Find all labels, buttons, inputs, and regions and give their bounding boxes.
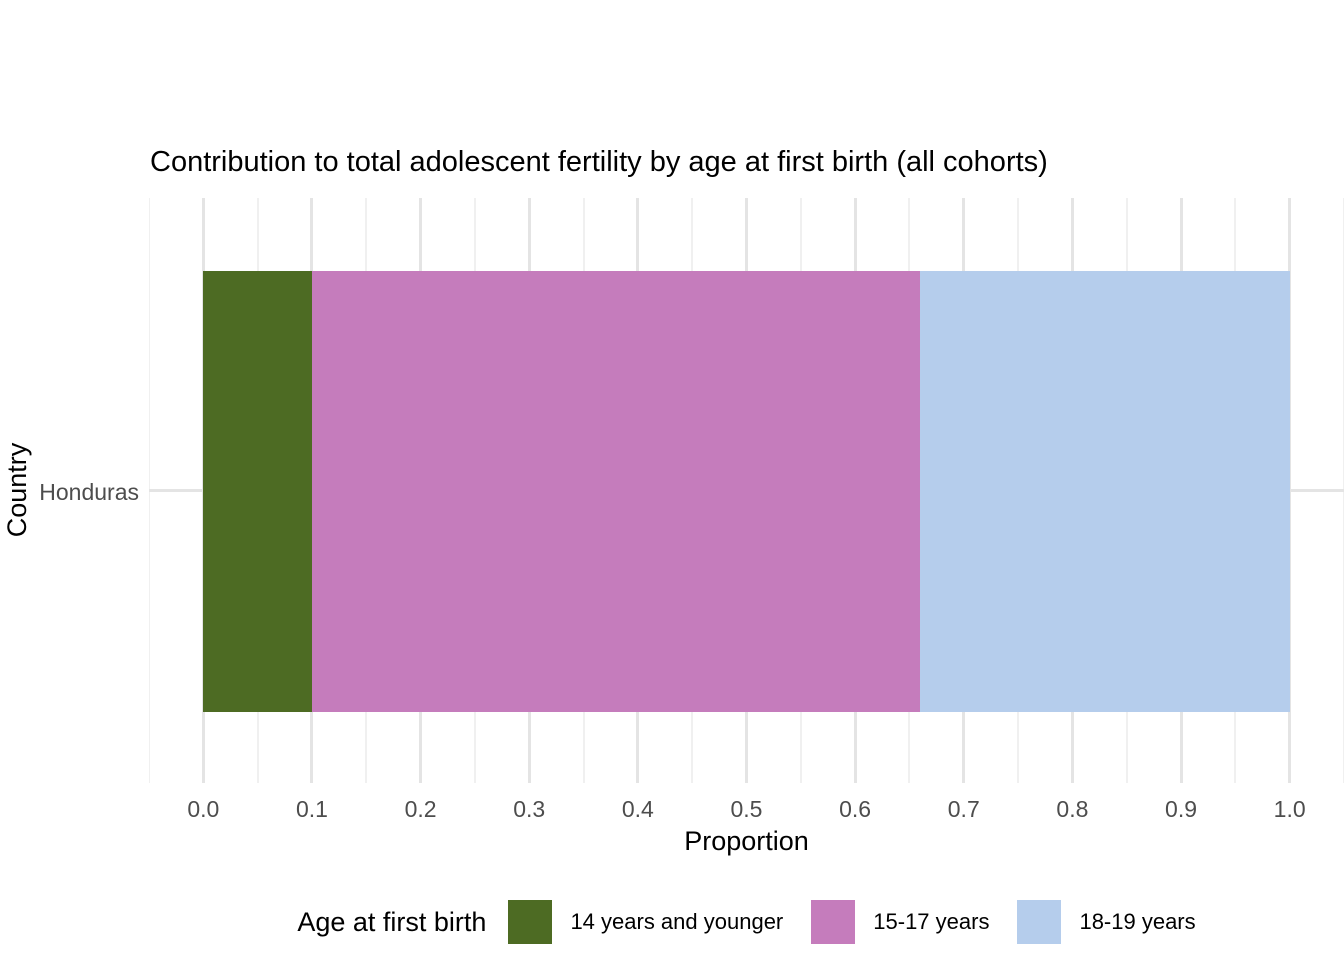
x-tick-label: 0.5 (730, 796, 763, 822)
x-tick-label: 0.0 (187, 796, 220, 822)
bar-segment-2 (311, 271, 921, 712)
legend-items: 14 years and younger 15-17 years 18-19 yea… (500, 900, 1196, 944)
legend-swatch (1017, 900, 1062, 944)
x-tick-label: 0.3 (513, 796, 546, 822)
x-tick-label: 0.1 (295, 796, 328, 822)
legend-key-label: 15-17 years (873, 909, 990, 934)
legend-item: 14 years and younger (508, 900, 783, 944)
legend-swatch (508, 900, 553, 944)
legend-item: 15-17 years (811, 900, 989, 944)
x-tick-label: 0.9 (1165, 796, 1198, 822)
x-tick-label: 0.8 (1056, 796, 1089, 822)
y-tick-label: Honduras (39, 479, 139, 505)
legend-title: Age at first birth (297, 906, 487, 937)
x-tick-label: 1.0 (1273, 796, 1306, 822)
legend-key-label: 18-19 years (1079, 909, 1196, 934)
legend-key-label: 14 years and younger (570, 909, 784, 934)
legend-item: 18-19 years (1017, 900, 1196, 944)
x-tick-label: 0.6 (839, 796, 872, 822)
x-tick-label: 0.4 (621, 796, 654, 822)
chart-title: Contribution to total adolescent fertili… (150, 146, 1048, 178)
bar-segment-1 (203, 271, 312, 712)
x-tick-label: 0.7 (947, 796, 980, 822)
bar-segment-3 (920, 271, 1290, 712)
x-axis-title: Proportion (684, 826, 809, 856)
plot-panel (149, 198, 1344, 783)
legend: Age at first birth 14 years and younger 1… (149, 898, 1344, 946)
x-tick-label: 0.2 (404, 796, 437, 822)
legend-swatch (811, 900, 856, 944)
